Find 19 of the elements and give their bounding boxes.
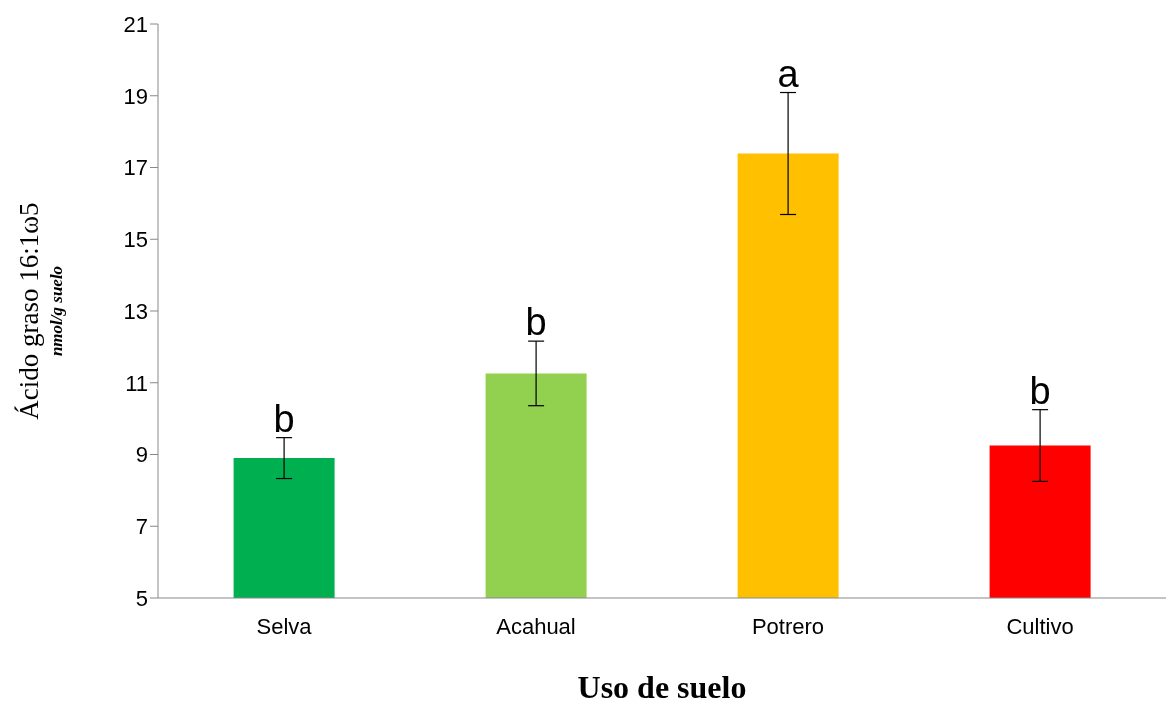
y-tick-label: 7 (135, 514, 148, 540)
annotation: a (777, 52, 800, 95)
x-axis-title: Uso de suelo (577, 669, 747, 705)
y-tick-label: 13 (123, 298, 148, 324)
y-tick-label: 19 (123, 83, 148, 109)
y-axis-title: Ácido graso 16:1ω5 nmol/g suelo (14, 202, 66, 420)
x-tick-label: Acahual (496, 613, 576, 639)
x-tick-label: Cultivo (1006, 613, 1074, 639)
y-tick-label: 17 (123, 155, 148, 181)
y-tick-label: 11 (125, 370, 148, 396)
y-tick-label: 5 (135, 585, 148, 611)
annotation: b (273, 397, 295, 440)
annotation: b (525, 301, 547, 344)
x-tick-label: Selva (256, 613, 313, 639)
annotation: b (1029, 369, 1051, 412)
y-tick-label: 21 (123, 11, 148, 37)
y-tick-label: 9 (135, 442, 148, 468)
y-tick-label: 15 (123, 227, 148, 253)
x-tick-label: Potrero (751, 613, 825, 639)
